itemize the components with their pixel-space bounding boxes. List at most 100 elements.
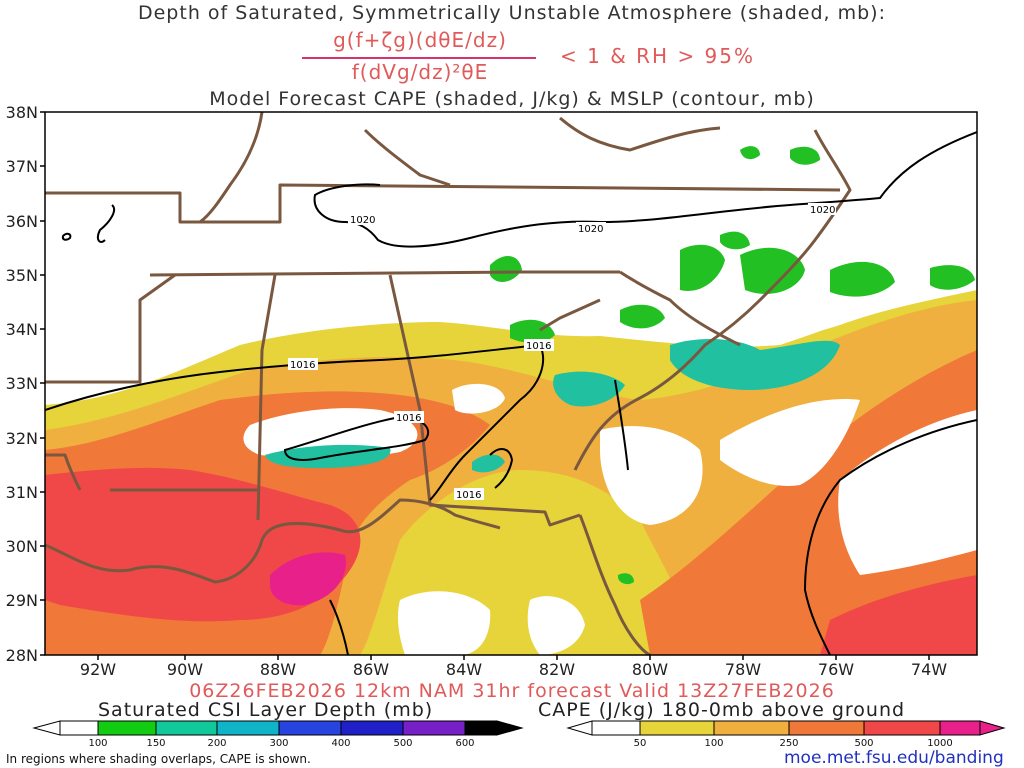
isobar-label: 1020 (350, 215, 375, 226)
lon-label: 92W (79, 660, 117, 679)
lon-label: 90W (166, 660, 204, 679)
isobar-label: 1020 (810, 205, 835, 216)
csi-teal-patch (670, 338, 840, 390)
lon-label: 86W (352, 660, 390, 679)
formula-condition: < 1 & RH > 95% (560, 44, 756, 68)
lon-label: 88W (259, 660, 297, 679)
cape-magenta-region (270, 552, 346, 606)
isobar-label: 1020 (578, 224, 603, 235)
csi-legend-title: Saturated CSI Layer Depth (mb) (98, 699, 434, 721)
cape-red-east (820, 575, 977, 655)
forecast-valid-time: 06Z26FEB2026 12km NAM 31hr forecast Vali… (189, 680, 835, 702)
no-cape-pocket (838, 410, 977, 575)
lat-label: 28N (5, 646, 38, 665)
isobar-label: 1016 (396, 413, 421, 424)
lon-label: 74W (910, 660, 948, 679)
isobar-inset (61, 232, 72, 241)
no-cape-pocket (720, 399, 860, 486)
lat-label: 29N (5, 591, 38, 610)
cape-legend-title: CAPE (J/kg) 180-0mb above ground (538, 699, 906, 721)
csi-green-patch (490, 255, 522, 282)
state-border (45, 183, 841, 224)
csi-green-patch (930, 265, 975, 290)
state-border (45, 453, 82, 491)
csi-tick-label: 500 (393, 738, 413, 749)
csi-tick-label: 100 (88, 738, 108, 749)
isobar-1016 (45, 343, 545, 501)
cape-tick-label: 100 (704, 738, 724, 749)
isobar-label: 1016 (456, 490, 481, 501)
state-border (363, 128, 451, 187)
lat-label: 38N (5, 103, 38, 122)
lat-label: 37N (5, 157, 38, 176)
csi-green-patch (720, 231, 750, 250)
csi-tick-label: 150 (146, 738, 166, 749)
formula-fraction-bar (302, 57, 536, 59)
shading-layer (45, 112, 977, 655)
no-cape-pocket (527, 596, 585, 655)
no-cape-pocket (243, 408, 418, 459)
no-cape-pocket (452, 383, 505, 414)
csi-colorbar (32, 720, 524, 736)
lon-label: 78W (724, 660, 762, 679)
isobar-tail (329, 599, 349, 655)
csi-tick-label: 200 (207, 738, 227, 749)
csi-teal-patch (553, 371, 625, 407)
isobar-1016-loop (283, 416, 430, 461)
formula-denominator: f(dVg/dz)²θE (351, 60, 489, 84)
state-border (199, 112, 264, 224)
coastline (45, 498, 501, 584)
coastline (559, 116, 721, 152)
formula-numerator: g(f+ζg)(dθE/dz) (333, 28, 507, 52)
csi-green-patch (620, 304, 665, 329)
cape-colorbar (566, 720, 1006, 736)
csi-green-patch (740, 247, 805, 294)
lat-label: 31N (5, 483, 38, 502)
coastline (573, 129, 852, 471)
state-border (256, 274, 277, 521)
csi-green-patch (830, 261, 895, 297)
lat-label: 32N (5, 429, 38, 448)
lat-label: 36N (5, 212, 38, 231)
lon-label: 76W (817, 660, 855, 679)
axis-ticks (40, 111, 930, 660)
state-border (539, 298, 601, 332)
csi-tick-label: 400 (331, 738, 351, 749)
csi-green-patch (618, 573, 634, 585)
csi-green-patch (790, 146, 820, 165)
lon-label: 82W (538, 660, 576, 679)
csi-green-patch (740, 146, 760, 160)
chart-title: Depth of Saturated, Symmetrically Unstab… (137, 2, 886, 24)
csi-green-patch (510, 319, 555, 343)
isobar-tail (614, 379, 629, 471)
lat-label: 34N (5, 320, 38, 339)
lon-label: 84W (445, 660, 483, 679)
state-border (619, 270, 741, 347)
cape-tick-label: 1000 (927, 738, 953, 749)
state-border (149, 270, 620, 277)
border-lines (45, 112, 852, 655)
isobar-label: 1016 (290, 360, 315, 371)
source-url[interactable]: moe.met.fsu.edu/banding (784, 748, 1004, 768)
isobars (45, 131, 977, 655)
isobar-1016-east (803, 419, 977, 655)
csi-tick-label: 600 (455, 738, 475, 749)
lat-label: 35N (5, 266, 38, 285)
lat-label: 33N (5, 374, 38, 393)
csi-tick-label: 300 (269, 738, 289, 749)
csi-green-patch (680, 244, 725, 291)
isobar-label: 1016 (526, 341, 551, 352)
coastline (578, 514, 651, 655)
state-border (388, 274, 581, 527)
isobar-labels: 1020 1020 1020 1016 1016 1016 1016 (288, 203, 836, 501)
cape-orange-east (640, 350, 977, 655)
isobar-1020-small (96, 204, 116, 243)
cape-tick-label: 500 (854, 738, 874, 749)
cape-tick-label: 50 (633, 738, 647, 749)
lon-label: 80W (631, 660, 669, 679)
no-cape-pocket (397, 591, 491, 655)
csi-teal-patch (472, 454, 505, 473)
cape-tick-label: 250 (779, 738, 799, 749)
isobar-1020 (313, 131, 977, 248)
